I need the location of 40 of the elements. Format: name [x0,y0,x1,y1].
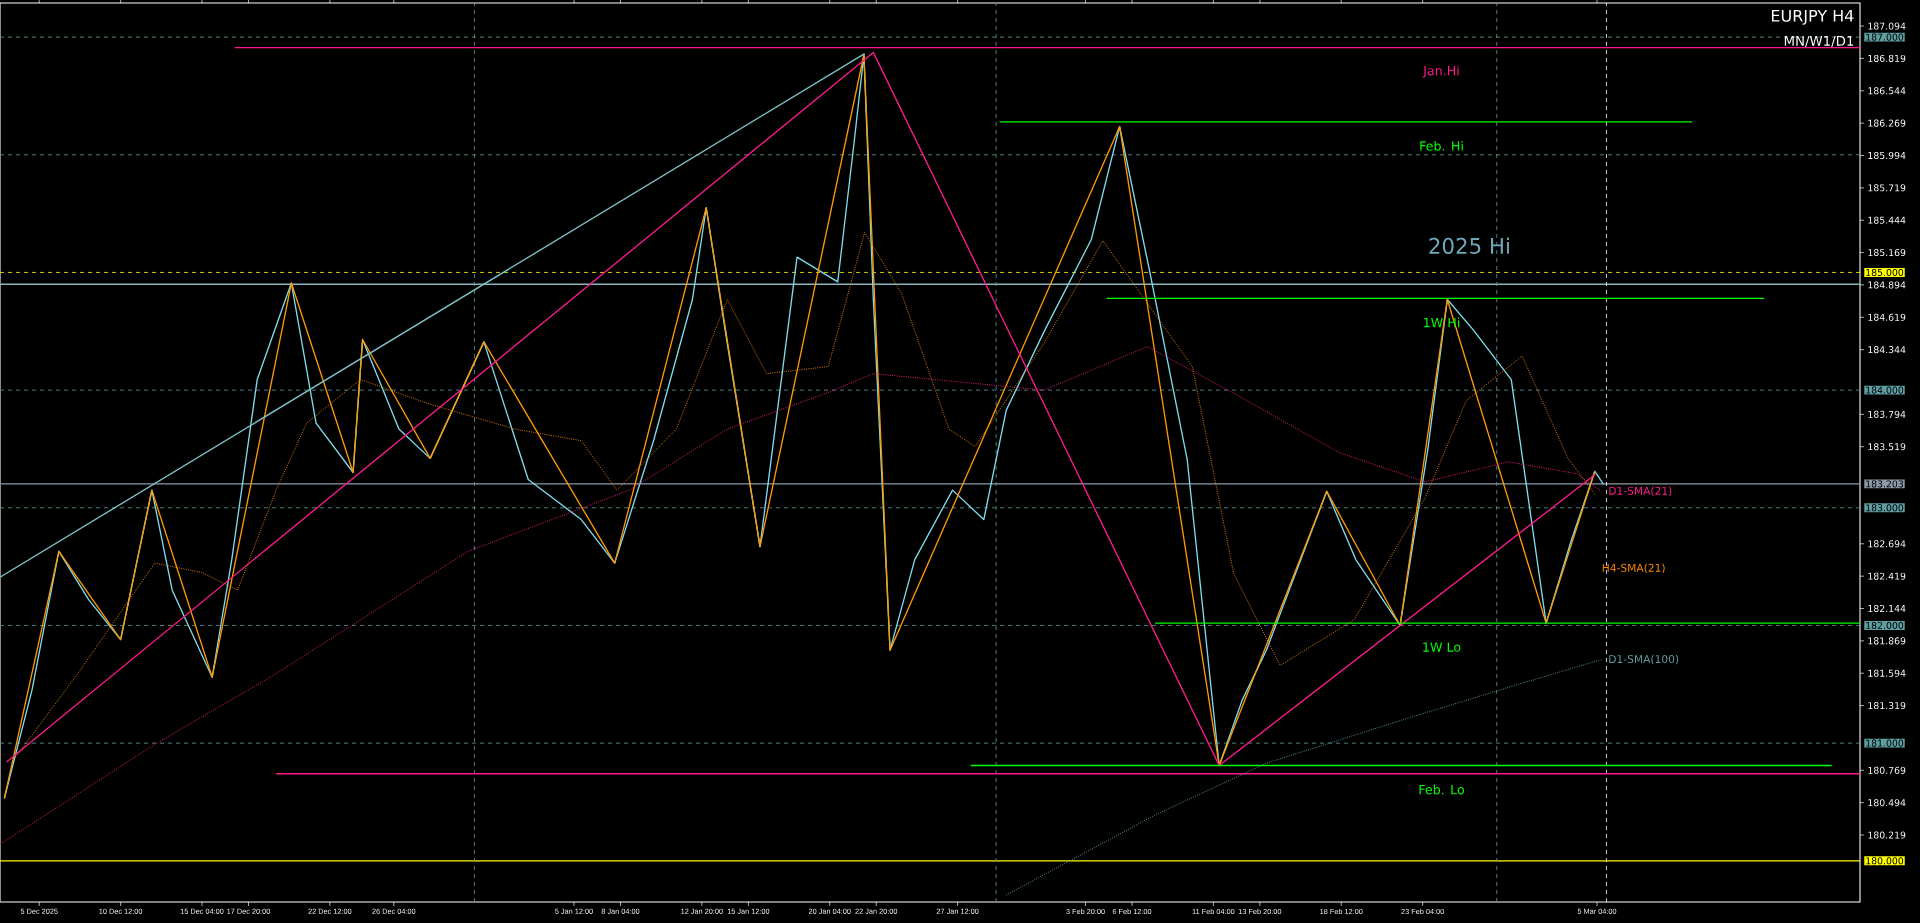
ref-line-label: 180.000 [1866,857,1904,865]
y-tick-label: 182.694 [1868,540,1906,548]
y-tick-label: 185.994 [1868,151,1906,160]
ref-line-label: 184.000 [1866,386,1904,394]
y-tick-label: 185.169 [1868,249,1906,257]
ref-line-label: 187.000 [1866,33,1904,41]
series-label: Feb. Lo [1419,784,1465,795]
y-tick-label: 184.619 [1868,313,1906,321]
ref-line-label: 185.000 [1866,268,1904,276]
ref-line-label: 183.000 [1866,504,1904,512]
y-tick-label: 186.269 [1868,119,1906,127]
y-tick-label: 181.594 [1868,669,1906,677]
y-tick-label: 183.519 [1868,443,1906,451]
ref-line-label: 182.000 [1866,621,1904,629]
ref-line-label: 183.203 [1866,480,1904,488]
text: H4-SMA(21) [1602,563,1665,574]
series-label: 1W Lo [1423,642,1461,652]
y-tick-label: 181.869 [1868,637,1906,645]
ref-line-label: 181.000 [1866,739,1904,747]
series-label: D1-SMA(21) [1609,486,1672,497]
y-tick-label: 185.444 [1868,216,1906,224]
y-tick-label: 182.144 [1868,604,1906,613]
y-tick-label: 180.494 [1868,799,1906,807]
y-tick-label: 185.719 [1868,184,1906,192]
y-tick-label: 180.769 [1868,766,1906,774]
y-tick-label: 187.094 [1868,22,1906,30]
series-label: Jan.Hi [1422,65,1459,78]
y-tick-label: 183.794 [1868,410,1906,418]
series-label: D1-SMA(100) [1609,654,1679,665]
chart-title: EURJPY H4 [1771,9,1854,25]
text: MN/W1/D1 [1784,35,1854,47]
y-tick-label: 182.419 [1868,572,1906,580]
y-tick-label: 181.319 [1868,702,1906,710]
y-tick-label: 184.344 [1868,346,1906,354]
y-tick-label: 184.894 [1868,281,1906,289]
annotation: 2025 Hi [1429,237,1509,254]
series-label: Feb. Hi [1420,140,1463,151]
y-tick-label: 186.819 [1868,54,1906,62]
y-tick-label: 186.544 [1868,87,1906,95]
y-tick-label: 180.219 [1868,831,1906,839]
